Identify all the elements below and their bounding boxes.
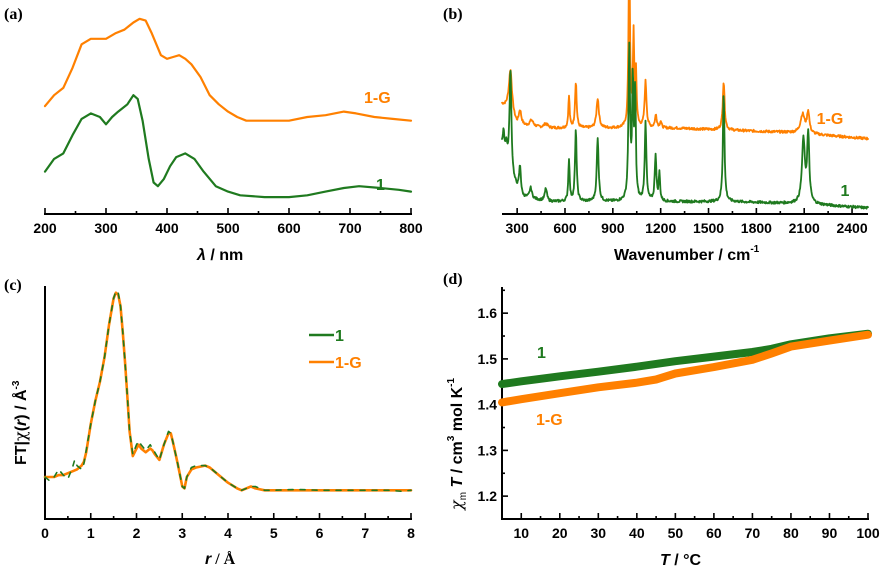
panel-d-x-tick-label: 70 — [745, 525, 761, 541]
panel-a-x-unit: / nm — [206, 247, 243, 264]
panel-d-x-unit: / °C — [670, 552, 702, 569]
panel-b-x-tick-label: 1200 — [645, 220, 676, 236]
panel-b-label: (b) — [443, 6, 463, 23]
y-title-sup: -3 — [11, 380, 22, 389]
panel-a-x-tick-label: 500 — [216, 220, 240, 236]
panel-b-x-tick-label: 2100 — [789, 220, 820, 236]
y-title-paren: ( — [13, 425, 30, 431]
legend-label-1g: 1-G — [335, 355, 362, 372]
panel-d-y-tick-label: 1.4 — [478, 397, 498, 413]
unit-cm: / cm — [449, 441, 466, 477]
panel-a-x-tick-label: 300 — [94, 220, 118, 236]
panel-d-x-tick-label: 40 — [629, 525, 645, 541]
panel-c-series-1g — [43, 291, 413, 492]
panel-d-x-tick-label: 30 — [591, 525, 607, 541]
panel-d-x-axis-title: T / °C — [660, 552, 702, 569]
panel-a-x-tick-label: 600 — [277, 220, 301, 236]
panel-d-x-tick-label: 80 — [783, 525, 799, 541]
panel-c-series-1 — [44, 289, 412, 493]
panel-a-series-label-1: 1 — [376, 177, 385, 194]
y-title-ft: FT| — [13, 441, 30, 465]
panel-c-x-tick-label: 1 — [87, 525, 95, 541]
y-title-r: r — [13, 419, 30, 426]
legend-label-1: 1 — [335, 328, 344, 345]
panel-b-series-label-1g: 1-G — [817, 111, 844, 128]
panel-c-x-tick-label: 2 — [133, 525, 141, 541]
y-title-unit: ) / Å — [11, 389, 30, 420]
panel-d-y-tick-label: 1.2 — [478, 488, 498, 504]
panel-b-series-1g — [501, 0, 869, 141]
panel-d-series-label-1: 1 — [537, 345, 546, 362]
panel-b-x-title-sup: -1 — [750, 244, 759, 255]
panel-d-x-tick-label: 10 — [513, 525, 529, 541]
panel-d-y-tick-label: 1.6 — [478, 305, 498, 321]
r-symbol: r — [205, 551, 212, 568]
unit-molk: mol K — [449, 386, 466, 435]
panel-a-series-label-1g: 1-G — [364, 90, 391, 107]
chi-symbol: χ — [447, 499, 466, 511]
panel-b-series-1 — [501, 41, 869, 210]
panel-c-x-tick-label: 5 — [270, 525, 278, 541]
panel-c-y-axis-title: FT|χ(r) / Å-3 — [11, 380, 30, 465]
panel-a-x-tick-label: 700 — [338, 220, 362, 236]
panel-d-x-tick-label: 60 — [706, 525, 722, 541]
panel-b-x-title-text: Wavenumber / cm — [614, 247, 750, 264]
t-symbol: T — [660, 552, 671, 569]
panel-b-x-tick-label: 300 — [505, 220, 529, 236]
panel-b-x-tick-label: 900 — [601, 220, 625, 236]
panel-a-uv-vis: 200 300 400 500 600 700 800 1-G 1 λ / nm — [33, 17, 423, 264]
panel-a-label: (a) — [4, 6, 23, 23]
panel-b-x-tick-label: 1500 — [693, 220, 724, 236]
panel-a-series-1 — [43, 94, 413, 199]
panel-d-y-tick-label: 1.5 — [478, 351, 498, 367]
panel-a-x-tick-label: 400 — [155, 220, 179, 236]
panel-d-series-1g — [498, 330, 872, 407]
panel-b-series-label-1: 1 — [841, 183, 850, 200]
panel-b-x-tick-label: 600 — [553, 220, 577, 236]
panel-d-x-tick-label: 90 — [822, 525, 838, 541]
panel-c-x-tick-label: 8 — [407, 525, 415, 541]
panel-b-x-tick-label: 2400 — [836, 220, 867, 236]
panel-d-x-tick-label: 100 — [856, 525, 880, 541]
panel-a-x-tick-label: 800 — [399, 220, 423, 236]
lambda-symbol: λ — [196, 247, 206, 264]
panel-b-x-axis-title: Wavenumber / cm-1 — [614, 244, 760, 264]
sup-minus1: -1 — [446, 377, 457, 386]
panel-d-series-label-1g: 1-G — [536, 412, 563, 429]
panel-c-x-tick-label: 0 — [41, 525, 49, 541]
panel-d-x-tick-label: 20 — [552, 525, 568, 541]
panel-b-x-tick-label: 1800 — [741, 220, 772, 236]
panel-d-x-tick-label: 50 — [668, 525, 684, 541]
chi-subscript: m — [458, 492, 469, 500]
panel-a-x-axis-title: λ / nm — [196, 247, 243, 264]
panel-c-x-tick-label: 6 — [316, 525, 324, 541]
panel-a-series-1g — [43, 17, 413, 122]
panel-c-x-tick-label: 3 — [178, 525, 186, 541]
panel-d-magnetic: 10 20 30 40 50 60 70 80 90 100 1.2 1.3 1.4 1.5 1.6 1 1… — [446, 287, 880, 569]
panel-d-label: (d) — [443, 271, 463, 288]
t-symbol-y: T — [449, 477, 466, 492]
panel-c-x-tick-label: 7 — [361, 525, 369, 541]
panel-c-x-unit: / Å — [211, 550, 235, 568]
panel-c-legend: 1 1-G — [309, 328, 362, 372]
panel-a-x-tick-label: 200 — [33, 220, 57, 236]
panel-c-x-axis-title: r / Å — [205, 550, 236, 568]
panel-d-y-tick-label: 1.3 — [478, 442, 498, 458]
y-title-chi: χ — [11, 431, 30, 441]
panel-c-x-tick-label: 4 — [224, 525, 232, 541]
sup-3: 3 — [446, 435, 457, 441]
panel-c-label: (c) — [4, 277, 22, 294]
panel-b-raman: 300 600 900 1200 1500 1800 2100 2400 1-G 1 Wave… — [501, 0, 869, 264]
panel-d-y-axis-title: χm T / cm3 mol K-1 — [446, 377, 469, 511]
